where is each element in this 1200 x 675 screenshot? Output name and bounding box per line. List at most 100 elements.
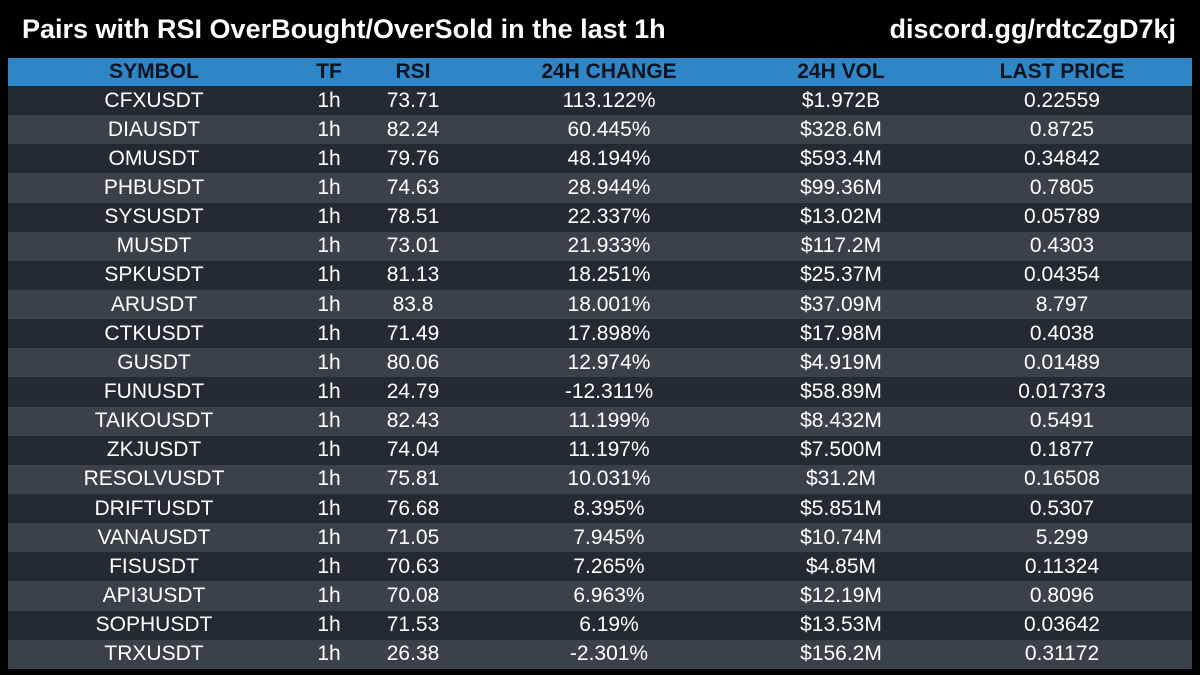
table-row[interactable]: CTKUSDT 1h 71.49 17.898% $17.98M 0.4038 [8, 319, 1192, 349]
cell-tf: 1h [300, 319, 358, 349]
cell-symbol: DIAUSDT [8, 115, 300, 145]
cell-symbol: ZKJUSDT [8, 435, 300, 465]
cell-rsi: 74.04 [358, 435, 468, 465]
cell-symbol: RESOLVUSDT [8, 464, 300, 494]
cell-24h-vol: $13.02M [750, 202, 932, 232]
cell-24h-change: 60.445% [468, 115, 750, 145]
cell-last-price: 0.05789 [932, 202, 1192, 232]
cell-rsi: 82.43 [358, 406, 468, 436]
cell-tf: 1h [300, 639, 358, 669]
cell-last-price: 0.017373 [932, 377, 1192, 407]
cell-symbol: PHBUSDT [8, 173, 300, 203]
cell-24h-change: 6.19% [468, 610, 750, 640]
cell-24h-change: 11.199% [468, 406, 750, 436]
cell-tf: 1h [300, 523, 358, 553]
header-bar: Pairs with RSI OverBought/OverSold in th… [0, 0, 1200, 60]
cell-tf: 1h [300, 377, 358, 407]
cell-symbol: DRIFTUSDT [8, 493, 300, 524]
cell-24h-vol: $31.2M [750, 464, 932, 494]
table-row[interactable]: FISUSDT 1h 70.63 7.265% $4.85M 0.11324 [8, 552, 1192, 582]
cell-rsi: 71.53 [358, 610, 468, 640]
cell-tf: 1h [300, 86, 358, 116]
column-header-last-price[interactable]: LAST PRICE [932, 58, 1192, 86]
cell-24h-change: 10.031% [468, 464, 750, 494]
rsi-pairs-table: SYMBOL TF RSI 24H CHANGE 24H VOL LAST PRICE C… [8, 58, 1192, 669]
cell-symbol: OMUSDT [8, 144, 300, 174]
cell-last-price: 0.7805 [932, 173, 1192, 203]
cell-tf: 1h [300, 435, 358, 465]
cell-24h-change: 7.265% [468, 552, 750, 582]
cell-24h-vol: $4.85M [750, 552, 932, 582]
table-row[interactable]: SYSUSDT 1h 78.51 22.337% $13.02M 0.05789 [8, 202, 1192, 232]
table-row[interactable]: ZKJUSDT 1h 74.04 11.197% $7.500M 0.1877 [8, 435, 1192, 465]
cell-symbol: MUSDT [8, 231, 300, 261]
cell-symbol: FISUSDT [8, 552, 300, 582]
table-row[interactable]: FUNUSDT 1h 24.79 -12.311% $58.89M 0.017373 [8, 377, 1192, 407]
cell-rsi: 71.49 [358, 319, 468, 349]
cell-24h-change: 21.933% [468, 231, 750, 261]
cell-tf: 1h [300, 610, 358, 640]
cell-24h-vol: $37.09M [750, 289, 932, 320]
cell-tf: 1h [300, 348, 358, 378]
cell-symbol: CFXUSDT [8, 86, 300, 116]
cell-tf: 1h [300, 173, 358, 203]
table-row[interactable]: SOPHUSDT 1h 71.53 6.19% $13.53M 0.03642 [8, 610, 1192, 640]
cell-rsi: 79.76 [358, 144, 468, 174]
cell-last-price: 0.4303 [932, 231, 1192, 261]
cell-24h-vol: $58.89M [750, 377, 932, 407]
cell-24h-change: 6.963% [468, 581, 750, 611]
table-row[interactable]: CFXUSDT 1h 73.71 113.122% $1.972B 0.22559 [8, 86, 1192, 116]
cell-24h-vol: $117.2M [750, 231, 932, 261]
cell-24h-change: 7.945% [468, 523, 750, 553]
cell-symbol: TAIKOUSDT [8, 406, 300, 436]
cell-symbol: API3USDT [8, 581, 300, 611]
cell-24h-vol: $10.74M [750, 523, 932, 553]
table-row[interactable]: OMUSDT 1h 79.76 48.194% $593.4M 0.34842 [8, 144, 1192, 174]
cell-symbol: CTKUSDT [8, 319, 300, 349]
cell-24h-change: 18.001% [468, 289, 750, 320]
cell-tf: 1h [300, 231, 358, 261]
table-row[interactable]: GUSDT 1h 80.06 12.974% $4.919M 0.01489 [8, 348, 1192, 378]
cell-last-price: 0.1877 [932, 435, 1192, 465]
table-row[interactable]: TRXUSDT 1h 26.38 -2.301% $156.2M 0.31172 [8, 639, 1192, 669]
cell-24h-vol: $7.500M [750, 435, 932, 465]
cell-24h-vol: $8.432M [750, 406, 932, 436]
cell-symbol: ARUSDT [8, 289, 300, 320]
cell-last-price: 0.16508 [932, 464, 1192, 494]
table-row[interactable]: VANAUSDT 1h 71.05 7.945% $10.74M 5.299 [8, 523, 1192, 553]
cell-symbol: GUSDT [8, 348, 300, 378]
cell-rsi: 78.51 [358, 202, 468, 232]
cell-tf: 1h [300, 581, 358, 611]
cell-24h-vol: $593.4M [750, 144, 932, 174]
table-row[interactable]: RESOLVUSDT 1h 75.81 10.031% $31.2M 0.16508 [8, 464, 1192, 494]
cell-tf: 1h [300, 289, 358, 320]
table-row[interactable]: DIAUSDT 1h 82.24 60.445% $328.6M 0.8725 [8, 115, 1192, 145]
cell-24h-vol: $5.851M [750, 493, 932, 524]
table-row[interactable]: DRIFTUSDT 1h 76.68 8.395% $5.851M 0.5307 [8, 493, 1192, 524]
table-row[interactable]: PHBUSDT 1h 74.63 28.944% $99.36M 0.7805 [8, 173, 1192, 203]
cell-tf: 1h [300, 464, 358, 494]
cell-24h-vol: $17.98M [750, 319, 932, 349]
cell-last-price: 0.22559 [932, 86, 1192, 116]
column-header-24h-change[interactable]: 24H CHANGE [468, 58, 750, 86]
cell-24h-change: 18.251% [468, 260, 750, 290]
discord-link[interactable]: discord.gg/rdtcZgD7kj [889, 14, 1176, 44]
cell-24h-change: 48.194% [468, 144, 750, 174]
cell-last-price: 5.299 [932, 523, 1192, 553]
cell-24h-vol: $25.37M [750, 260, 932, 290]
table-row[interactable]: SPKUSDT 1h 81.13 18.251% $25.37M 0.04354 [8, 260, 1192, 290]
table-row[interactable]: TAIKOUSDT 1h 82.43 11.199% $8.432M 0.5491 [8, 406, 1192, 436]
column-header-rsi[interactable]: RSI [358, 58, 468, 86]
cell-symbol: FUNUSDT [8, 377, 300, 407]
cell-rsi: 76.68 [358, 493, 468, 524]
table-row[interactable]: MUSDT 1h 73.01 21.933% $117.2M 0.4303 [8, 231, 1192, 261]
cell-rsi: 73.01 [358, 231, 468, 261]
cell-last-price: 0.8725 [932, 115, 1192, 145]
column-header-symbol[interactable]: SYMBOL [8, 58, 300, 86]
cell-symbol: VANAUSDT [8, 523, 300, 553]
table-row[interactable]: ARUSDT 1h 83.8 18.001% $37.09M 8.797 [8, 289, 1192, 320]
column-header-24h-vol[interactable]: 24H VOL [750, 58, 932, 86]
table-row[interactable]: API3USDT 1h 70.08 6.963% $12.19M 0.8096 [8, 581, 1192, 611]
cell-symbol: TRXUSDT [8, 639, 300, 669]
column-header-tf[interactable]: TF [300, 58, 358, 86]
